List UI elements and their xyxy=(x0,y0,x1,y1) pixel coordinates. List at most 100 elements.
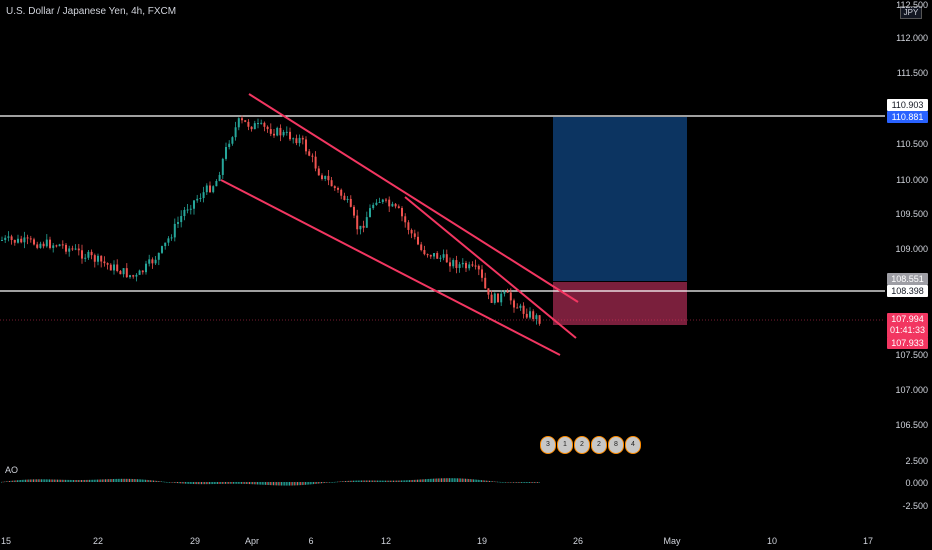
ao-bar xyxy=(255,482,257,485)
ao-bar xyxy=(28,479,30,482)
candle-body xyxy=(145,263,147,273)
ao-bar xyxy=(369,480,370,482)
event-flag[interactable]: 2 xyxy=(574,436,590,454)
event-flag[interactable]: 4 xyxy=(625,436,641,454)
ao-bar xyxy=(53,479,55,482)
ao-bar xyxy=(527,482,529,483)
candle-body xyxy=(141,270,144,273)
wedge-line xyxy=(404,196,577,339)
price-tick: 111.500 xyxy=(896,68,928,78)
ao-bar xyxy=(348,480,350,482)
candle-body xyxy=(237,118,240,128)
candle-body xyxy=(372,204,375,209)
candle-body xyxy=(13,239,16,243)
candle-body xyxy=(535,315,538,320)
candle-body xyxy=(407,222,410,230)
ao-bar xyxy=(396,480,398,482)
ao-bar xyxy=(153,480,154,482)
ao-bar xyxy=(530,482,532,483)
ao-bar xyxy=(284,482,286,486)
ao-bar xyxy=(140,479,142,482)
ao-bar xyxy=(293,482,295,486)
ao-bar xyxy=(154,480,156,482)
candle-body xyxy=(157,252,160,260)
ao-bar xyxy=(274,482,276,486)
price-tag-108398: 108.398 xyxy=(887,285,928,297)
ao-bar xyxy=(167,482,169,483)
event-flag[interactable]: 1 xyxy=(557,436,573,454)
ao-bar xyxy=(505,482,506,483)
candle-body xyxy=(273,133,275,136)
ao-bar xyxy=(319,482,321,484)
ao-bar xyxy=(108,479,110,482)
ao-bar xyxy=(290,482,292,486)
candle-body xyxy=(525,313,528,318)
candle-body xyxy=(10,236,13,240)
ao-bar xyxy=(361,480,362,482)
ao-bar xyxy=(95,479,97,482)
ao-bar xyxy=(485,480,487,482)
ao-bar xyxy=(393,480,394,482)
ao-bar xyxy=(205,482,207,485)
currency-badge[interactable]: JPY xyxy=(900,6,922,19)
candle-body xyxy=(228,143,231,148)
ao-bar xyxy=(213,482,215,485)
ao-bar xyxy=(412,479,414,482)
ao-bar xyxy=(124,478,126,482)
ao-bar xyxy=(164,481,166,483)
ao-bar xyxy=(17,480,18,482)
ao-bar xyxy=(103,479,105,482)
candle-body xyxy=(417,236,419,245)
ao-bar xyxy=(7,481,9,482)
candle-body xyxy=(477,265,480,270)
ao-bar xyxy=(138,479,140,482)
ao-bar xyxy=(418,479,420,482)
price-chart[interactable] xyxy=(0,0,885,550)
ao-bar xyxy=(209,482,210,485)
ao-bar xyxy=(63,479,65,482)
event-flag[interactable]: 8 xyxy=(608,436,624,454)
ao-bar xyxy=(114,478,116,482)
ao-bar xyxy=(207,482,209,485)
candle-body xyxy=(289,131,291,140)
price-tag-108551: 108.551 xyxy=(887,273,928,285)
ao-bar xyxy=(305,482,306,485)
ao-bar xyxy=(97,479,98,482)
ao-bar xyxy=(409,480,410,482)
candle-body xyxy=(340,189,343,196)
ao-bar xyxy=(188,482,190,484)
ao-bar xyxy=(317,482,319,484)
ao-bar xyxy=(493,481,495,483)
ao-bar xyxy=(245,482,247,484)
ao-bar xyxy=(186,482,188,484)
ao-bar xyxy=(106,479,108,482)
ao-bar xyxy=(261,482,263,485)
candle-body xyxy=(247,121,250,127)
candle-body xyxy=(311,155,314,157)
ao-bar xyxy=(533,482,535,483)
ao-bar xyxy=(394,480,396,482)
ao-bar xyxy=(309,482,311,485)
candle-body xyxy=(93,255,96,262)
ao-bar xyxy=(322,482,324,484)
candle-body xyxy=(285,131,288,133)
ao-bar xyxy=(177,482,178,484)
candle-body xyxy=(58,244,61,247)
ao-bar xyxy=(269,482,271,486)
ao-bar xyxy=(277,482,279,486)
ao-bar xyxy=(71,479,73,482)
candle-body xyxy=(333,186,336,189)
ao-tick: -2.500 xyxy=(902,501,928,511)
economic-events[interactable]: 3 1 2 2 8 4 xyxy=(540,436,641,454)
ao-bar xyxy=(429,478,431,482)
candle-body xyxy=(292,138,295,140)
event-flag[interactable]: 2 xyxy=(591,436,607,454)
ao-bar xyxy=(18,480,20,482)
ao-bar xyxy=(306,482,308,485)
event-flag[interactable]: 3 xyxy=(540,436,556,454)
candle-body xyxy=(343,195,346,200)
ao-bar xyxy=(162,481,164,483)
ao-bar xyxy=(333,481,335,483)
ao-bar xyxy=(141,479,143,482)
candle-body xyxy=(218,174,221,181)
